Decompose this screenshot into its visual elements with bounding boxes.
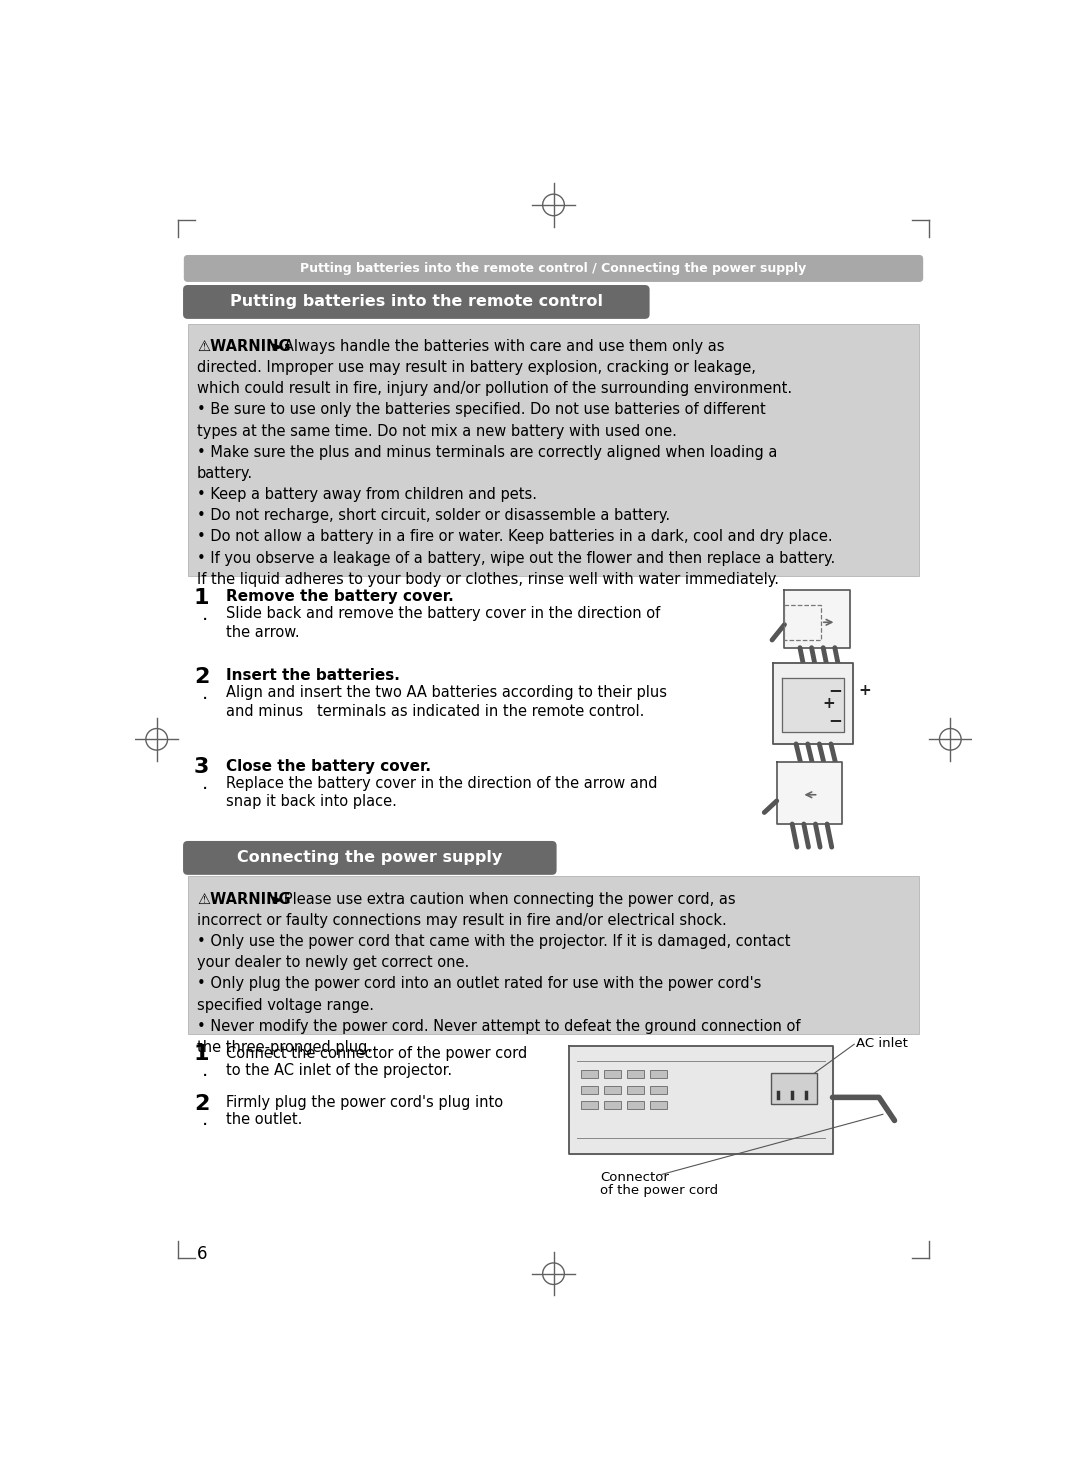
Text: incorrect or faulty connections may result in fire and/or electrical shock.: incorrect or faulty connections may resu… (197, 914, 727, 928)
Bar (604, 1101, 621, 1108)
Text: Slide back and remove the battery cover in the direction of: Slide back and remove the battery cover … (226, 606, 660, 621)
Text: and minus   terminals as indicated in the remote control.: and minus terminals as indicated in the … (226, 704, 644, 719)
Text: If the liquid adheres to your body or clothes, rinse well with water immediately: If the liquid adheres to your body or cl… (197, 572, 779, 587)
Text: Replace the battery cover in the direction of the arrow and: Replace the battery cover in the directi… (226, 776, 657, 791)
Text: Putting batteries into the remote control: Putting batteries into the remote contro… (230, 294, 603, 309)
Bar (604, 1070, 621, 1078)
Text: • Only use the power cord that came with the projector. If it is damaged, contac: • Only use the power cord that came with… (197, 934, 791, 949)
Text: 1: 1 (194, 1044, 210, 1064)
Text: types at the same time. Do not mix a new battery with used one.: types at the same time. Do not mix a new… (197, 423, 677, 439)
Bar (650, 1070, 667, 1078)
FancyBboxPatch shape (183, 285, 649, 319)
Bar (650, 1086, 667, 1094)
Bar (650, 1101, 667, 1108)
Text: • Keep a battery away from children and pets.: • Keep a battery away from children and … (197, 488, 537, 502)
Bar (581, 1101, 597, 1108)
Text: +: + (859, 682, 870, 697)
Text: Remove the battery cover.: Remove the battery cover. (226, 589, 454, 605)
Text: Close the battery cover.: Close the battery cover. (226, 758, 431, 773)
Text: ►Please use extra caution when connecting the power cord, as: ►Please use extra caution when connectin… (268, 892, 735, 906)
Text: to the AC inlet of the projector.: to the AC inlet of the projector. (226, 1063, 451, 1078)
Text: • Make sure the plus and minus terminals are correctly aligned when loading a: • Make sure the plus and minus terminals… (197, 445, 778, 460)
Text: the arrow.: the arrow. (226, 625, 299, 640)
Text: Insert the batteries.: Insert the batteries. (226, 669, 400, 684)
Bar (627, 1070, 644, 1078)
Text: .: . (202, 1061, 207, 1080)
Text: AC inlet: AC inlet (855, 1037, 907, 1050)
Text: • Only plug the power cord into an outlet rated for use with the power cord's: • Only plug the power cord into an outle… (197, 976, 761, 991)
Text: 2: 2 (194, 1094, 210, 1114)
FancyBboxPatch shape (183, 840, 556, 875)
FancyBboxPatch shape (184, 255, 923, 283)
Text: which could result in fire, injury and/or pollution of the surrounding environme: which could result in fire, injury and/o… (197, 381, 792, 397)
Text: 3: 3 (194, 757, 210, 777)
Bar (188, 324, 919, 575)
Text: Putting batteries into the remote control / Connecting the power supply: Putting batteries into the remote contro… (300, 262, 807, 275)
Polygon shape (782, 678, 845, 732)
Bar (581, 1086, 597, 1094)
Text: • Be sure to use only the batteries specified. Do not use batteries of different: • Be sure to use only the batteries spec… (197, 403, 766, 417)
Text: ⚠WARNING: ⚠WARNING (197, 340, 291, 354)
Text: the outlet.: the outlet. (226, 1113, 302, 1127)
Bar (770, 1073, 816, 1104)
Text: • Never modify the power cord. Never attempt to defeat the ground connection of: • Never modify the power cord. Never att… (197, 1019, 800, 1034)
Text: .: . (202, 774, 207, 793)
Text: .: . (202, 684, 207, 703)
Text: battery.: battery. (197, 466, 253, 482)
Text: −: − (828, 710, 842, 729)
Polygon shape (773, 663, 853, 744)
Text: of the power cord: of the power cord (600, 1184, 718, 1198)
Bar (627, 1101, 644, 1108)
Text: • Do not allow a battery in a fire or water. Keep batteries in a dark, cool and : • Do not allow a battery in a fire or wa… (197, 530, 833, 545)
Text: • Do not recharge, short circuit, solder or disassemble a battery.: • Do not recharge, short circuit, solder… (197, 508, 670, 523)
Text: +: + (822, 697, 835, 712)
Text: the three-pronged plug.: the three-pronged plug. (197, 1039, 373, 1056)
Text: −: − (828, 681, 842, 698)
Text: 1: 1 (194, 587, 210, 608)
Text: ►Always handle the batteries with care and use them only as: ►Always handle the batteries with care a… (268, 340, 725, 354)
Text: Firmly plug the power cord's plug into: Firmly plug the power cord's plug into (226, 1095, 503, 1110)
Polygon shape (569, 1045, 833, 1154)
Text: .: . (202, 1111, 207, 1129)
Polygon shape (784, 590, 850, 647)
Polygon shape (777, 763, 841, 824)
Text: specified voltage range.: specified voltage range. (197, 997, 374, 1013)
Text: • If you observe a leakage of a battery, wipe out the flower and then replace a : • If you observe a leakage of a battery,… (197, 550, 835, 565)
Bar (604, 1086, 621, 1094)
Text: Connector: Connector (600, 1171, 669, 1183)
Text: 6: 6 (197, 1244, 207, 1262)
Text: 2: 2 (194, 668, 210, 687)
Text: your dealer to newly get correct one.: your dealer to newly get correct one. (197, 956, 469, 971)
Text: ⚠WARNING: ⚠WARNING (197, 892, 291, 906)
Text: Connecting the power supply: Connecting the power supply (238, 851, 502, 865)
Text: Align and insert the two AA batteries according to their plus: Align and insert the two AA batteries ac… (226, 685, 666, 700)
Text: .: . (202, 605, 207, 624)
Bar (581, 1070, 597, 1078)
Text: Connect the connector of the power cord: Connect the connector of the power cord (226, 1045, 527, 1061)
Bar (627, 1086, 644, 1094)
Text: directed. Improper use may result in battery explosion, cracking or leakage,: directed. Improper use may result in bat… (197, 360, 756, 375)
Text: snap it back into place.: snap it back into place. (226, 793, 396, 810)
Bar (188, 877, 919, 1034)
